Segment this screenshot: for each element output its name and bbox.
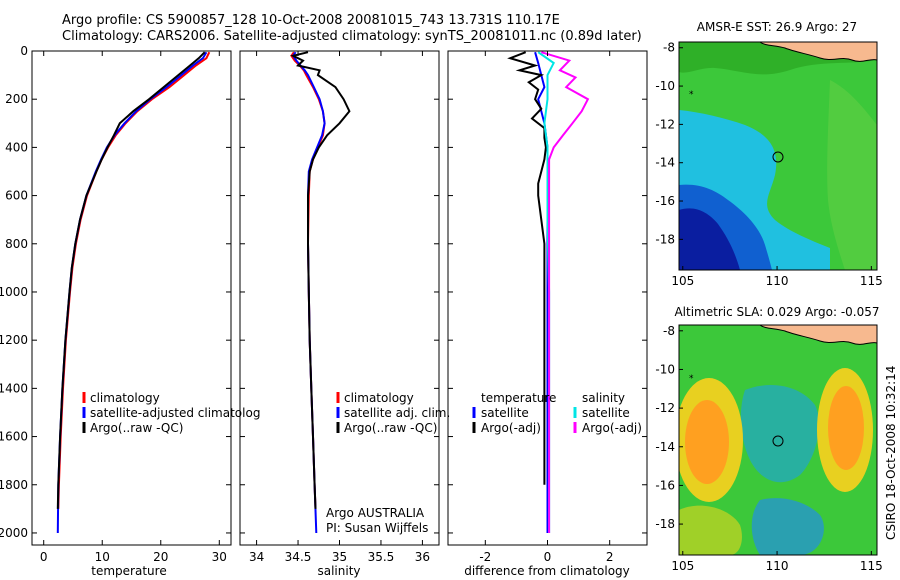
temperature-xtick-label: 0 (40, 550, 48, 564)
temperature-series-argo (56, 51, 206, 509)
sst-map-ytick-label: -8 (663, 41, 675, 55)
depth-tick-label: 1400 (0, 381, 28, 395)
sla-island-marker: * (689, 374, 694, 384)
legend-header-temperature: temperature (481, 391, 556, 405)
temperature-legend: climatology satellite-adjusted climatolo… (82, 391, 260, 435)
sla-map-xtick-label: 105 (671, 559, 694, 573)
sla-map-ytick-label: -14 (655, 440, 675, 454)
sst-map-ytick-label: -12 (655, 117, 675, 131)
difference-xtick-label: -2 (479, 550, 491, 564)
temperature-xtick-label: 20 (153, 550, 168, 564)
legend-label-sal-argo: Argo(-adj) (582, 421, 642, 435)
sst-map-frame (678, 41, 878, 271)
depth-tick-label: 2000 (0, 526, 28, 540)
sla-high-east-inner (828, 386, 864, 470)
salinity-xtick-label: 34 (249, 550, 264, 564)
sst-island-marker: * (689, 90, 694, 100)
sst-warm-east (827, 80, 877, 270)
salinity-xtick-label: 36 (415, 550, 430, 564)
difference-xtick-label: 0 (544, 550, 552, 564)
depth-tick-label: 0 (20, 44, 28, 58)
difference-xtick-label: 2 (606, 550, 614, 564)
pi-label: PI: Susan Wijffels (326, 521, 428, 535)
difference-legend: temperature satellite Argo(-adj) salinit… (472, 391, 642, 435)
legend-label-temp-satellite: satellite (481, 406, 529, 420)
depth-tick-label: 200 (5, 92, 28, 106)
salinity-xtick-label: 35 (332, 550, 347, 564)
salinity-xtick-label: 35.5 (368, 550, 395, 564)
sst-map-xtick-label: 105 (671, 274, 694, 288)
profile-axes: 0 10 20 30020040060080010001200140016001800… (0, 44, 647, 564)
sst-map-title: AMSR-E SST: 26.9 Argo: 27 (697, 20, 857, 34)
legend-header-salinity: salinity (582, 391, 625, 405)
depth-tick-label: 400 (5, 140, 28, 154)
legend-label-temp-argo: Argo(-adj) (481, 421, 541, 435)
depth-tick-label: 600 (5, 189, 28, 203)
sst-map-ytick-label: -18 (655, 232, 675, 246)
sst-coldest-water (679, 208, 740, 270)
difference-series-salinity-argo-adj- (541, 51, 590, 533)
sla-map-ytick-label: -12 (655, 401, 675, 415)
sla-argo-marker (772, 435, 784, 447)
sla-land (759, 325, 877, 345)
salinity-series-argo (290, 51, 351, 509)
sst-map-xtick-label: 115 (860, 274, 883, 288)
legend-label-argo: Argo(..raw -QC) (90, 421, 183, 435)
temperature-xtick-label: 30 (212, 550, 227, 564)
sla-map-frame (678, 324, 878, 556)
salinity-xtick-label: 34.5 (285, 550, 312, 564)
temperature-xlabel: temperature (91, 564, 166, 578)
sla-high-south (679, 505, 742, 555)
depth-tick-label: 1200 (0, 333, 28, 347)
timestamp-label: CSIRO 18-Oct-2008 10:32:14 (884, 366, 898, 540)
legend-label-satellite: satellite-adjusted climatolog (90, 406, 260, 420)
sst-argo-marker (772, 151, 784, 163)
sst-map: * (679, 42, 877, 270)
sla-low-center (740, 385, 820, 483)
sla-high-west-inner (685, 400, 729, 484)
legend-label-sal-satellite: satellite (582, 406, 630, 420)
sst-map-ytick-label: -14 (655, 156, 675, 170)
legend-label-argo: Argo(..raw -QC) (344, 421, 437, 435)
sla-map-ytick-label: -18 (655, 517, 675, 531)
sla-map: * (679, 325, 877, 555)
sla-map-xtick-label: 115 (860, 559, 883, 573)
depth-tick-label: 800 (5, 237, 28, 251)
sst-land (759, 42, 877, 62)
sla-map-ytick-label: -10 (655, 362, 675, 376)
depth-tick-label: 1800 (0, 478, 28, 492)
temperature-panel (31, 50, 232, 546)
figure-title-line1: Argo profile: CS 5900857_128 10-Oct-2008… (62, 13, 560, 28)
figure-title-line2: Climatology: CARS2006. Satellite-adjuste… (62, 29, 642, 44)
sla-low-south (751, 498, 824, 555)
depth-tick-label: 1000 (0, 285, 28, 299)
sla-map-ytick-label: -16 (655, 478, 675, 492)
legend-label-satellite: satellite adj. clim. (344, 406, 450, 420)
salinity-xlabel: salinity (317, 564, 360, 578)
difference-series-temperature-argo-adj- (507, 51, 547, 485)
temperature-xtick-label: 10 (95, 550, 110, 564)
sla-map-title: Altimetric SLA: 0.029 Argo: -0.057 (674, 305, 879, 319)
legend-label-climatology: climatology (90, 391, 160, 405)
sst-map-ytick-label: -10 (655, 79, 675, 93)
sla-map-xtick-label: 110 (766, 559, 789, 573)
depth-tick-label: 1600 (0, 430, 28, 444)
salinity-legend: climatology satellite adj. clim. Argo(..… (326, 391, 450, 535)
sst-map-ytick-label: -16 (655, 194, 675, 208)
legend-label-climatology: climatology (344, 391, 414, 405)
sla-map-ytick-label: -8 (663, 324, 675, 338)
salinity-panel (239, 50, 440, 546)
difference-xlabel: difference from climatology (464, 564, 630, 578)
map-axes: 105 110 115 -8 -10 -12 -14 -16 -18 105 110 115 -8 -10… (655, 41, 882, 573)
sst-map-xtick-label: 110 (766, 274, 789, 288)
profile-lines (56, 51, 590, 534)
argo-country-label: Argo AUSTRALIA (326, 506, 425, 520)
